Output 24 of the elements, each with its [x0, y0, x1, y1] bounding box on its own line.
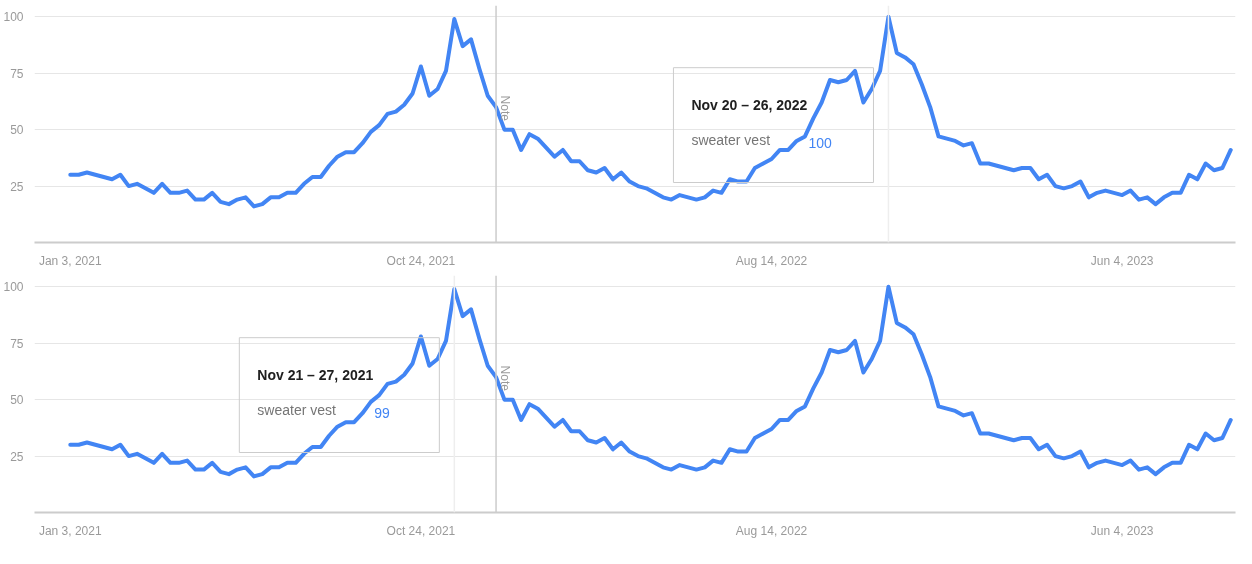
ref-line-label: Note: [498, 365, 513, 392]
y-tick-label: 25: [10, 179, 24, 194]
x-tick-label: Aug 14, 2022: [735, 523, 808, 538]
ref-line-label: Note: [498, 95, 513, 122]
y-tick-label: 50: [10, 123, 24, 138]
x-tick-label: Jun 4, 2023: [1090, 253, 1154, 268]
annotation: Nov 21 – 27, 2021: [257, 366, 374, 383]
series-label: sweater vest: [691, 131, 771, 148]
annotation: 99: [374, 404, 391, 421]
y-tick-label: 50: [10, 393, 24, 408]
x-tick-label: Oct 24, 2021: [386, 253, 456, 268]
x-tick-label: Jan 3, 2021: [38, 523, 102, 538]
annotation: 100: [808, 134, 833, 151]
x-tick-label: Oct 24, 2021: [386, 523, 456, 538]
x-tick-label: Jun 4, 2023: [1090, 523, 1154, 538]
x-tick-label: Aug 14, 2022: [735, 253, 808, 268]
y-tick-label: 75: [10, 336, 24, 351]
y-tick-label: 25: [10, 449, 24, 464]
annotation: Nov 20 – 26, 2022: [691, 96, 808, 113]
y-tick-label: 100: [3, 10, 24, 25]
y-tick-label: 75: [10, 66, 24, 81]
x-tick-label: Jan 3, 2021: [38, 253, 102, 268]
series-label: sweater vest: [257, 401, 337, 418]
y-tick-label: 100: [3, 280, 24, 295]
